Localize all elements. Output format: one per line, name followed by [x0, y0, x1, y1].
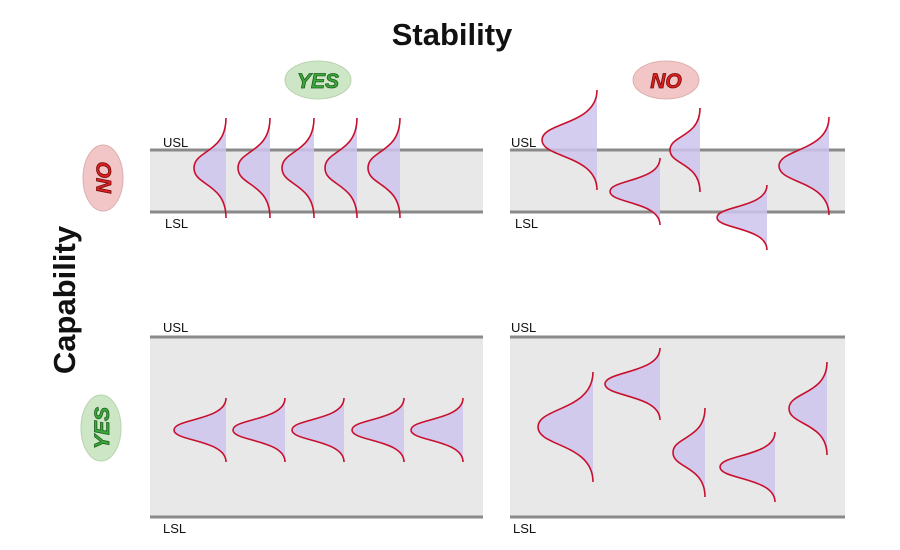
- distribution-curve: [281, 117, 315, 219]
- row-label: YES: [91, 407, 114, 449]
- distribution-curve: [367, 117, 401, 219]
- badge: [82, 144, 124, 212]
- distribution-curve: [410, 397, 464, 463]
- lsl-label: LSL: [163, 521, 186, 536]
- distribution-curve: [778, 116, 830, 216]
- distribution-curve: [351, 397, 405, 463]
- distribution-curve: [669, 107, 701, 193]
- distribution-curve: [537, 371, 594, 483]
- distribution-curve: [237, 117, 271, 219]
- limit-lines: [150, 148, 845, 519]
- distribution-curve: [232, 397, 286, 463]
- badge: [284, 60, 352, 100]
- distribution-curve: [291, 397, 345, 463]
- distribution-curve: [609, 157, 661, 226]
- distribution-curve: [541, 89, 598, 191]
- column-label: NO: [650, 70, 682, 93]
- distribution-curve: [719, 431, 776, 503]
- lsl-label: LSL: [515, 216, 538, 231]
- row-label: NO: [93, 162, 116, 194]
- distribution-curve: [193, 117, 227, 219]
- side-title: Capability: [47, 225, 82, 374]
- badge: [632, 60, 700, 100]
- usl-label: USL: [163, 320, 188, 335]
- distribution-curve: [173, 397, 227, 463]
- title: Stability: [392, 17, 513, 52]
- distribution-curve: [788, 361, 828, 456]
- curves: [173, 89, 830, 503]
- distribution-curve: [324, 117, 358, 219]
- distribution-curve: [604, 347, 661, 421]
- lsl-label: LSL: [165, 216, 188, 231]
- distribution-curve: [672, 407, 706, 498]
- distribution-curve: [716, 184, 768, 251]
- badge: [80, 394, 122, 462]
- usl-label: USL: [511, 135, 536, 150]
- usl-label: USL: [511, 320, 536, 335]
- column-label: YES: [297, 70, 339, 93]
- lsl-label: LSL: [513, 521, 536, 536]
- usl-label: USL: [163, 135, 188, 150]
